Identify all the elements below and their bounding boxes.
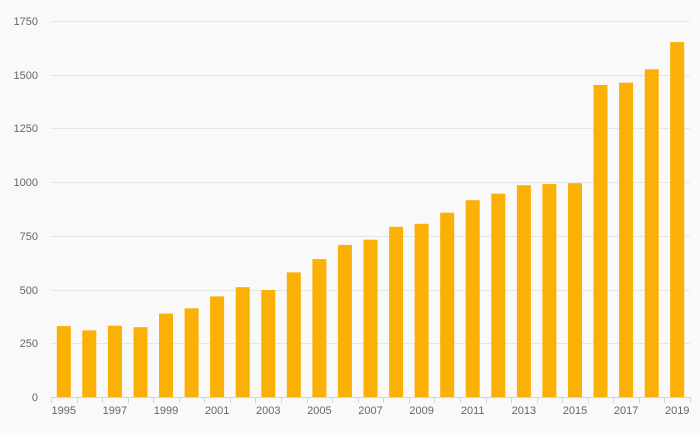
x-axis-tick-label: 2009: [409, 405, 433, 417]
x-axis-tick-label: 2019: [665, 405, 689, 417]
bar-1996[interactable]: [82, 330, 97, 397]
x-axis-tick-label: 2007: [358, 405, 382, 417]
bar-2013[interactable]: [516, 185, 531, 397]
x-axis-tick-label: 2003: [256, 405, 280, 417]
bar-2018[interactable]: [644, 69, 659, 398]
y-axis-tick-label: 1250: [14, 123, 38, 135]
bar-1995[interactable]: [56, 326, 71, 397]
bar-2006[interactable]: [337, 244, 352, 397]
bar-2001[interactable]: [210, 296, 225, 397]
x-axis-tick-label: 2015: [563, 405, 587, 417]
x-axis-tick-label: 2011: [461, 405, 485, 417]
x-axis-group: [50, 397, 691, 403]
bar-2003[interactable]: [261, 290, 276, 397]
x-axis-tick-label: 2005: [307, 405, 331, 417]
bar-2005[interactable]: [312, 259, 327, 397]
y-axis-tick-label: 750: [20, 231, 38, 243]
bar-2015[interactable]: [568, 183, 582, 397]
y-axis-tick-label: 250: [20, 338, 38, 350]
y-axis-tick-label: 500: [20, 285, 38, 297]
bar-2010[interactable]: [440, 212, 455, 397]
bar-2016[interactable]: [593, 85, 608, 397]
bar-1999[interactable]: [159, 313, 173, 397]
bar-2004[interactable]: [286, 272, 301, 397]
y-axis-tick-label: 1000: [14, 177, 38, 189]
x-axis-tick-label: 1999: [154, 405, 178, 417]
bar-2011[interactable]: [465, 200, 480, 397]
bar-2017[interactable]: [619, 82, 634, 397]
x-axis-tick-label: 2013: [512, 405, 536, 417]
y-axis-tick-label: 1750: [14, 16, 38, 28]
x-axis-tick-label: 1995: [52, 405, 76, 417]
y-axis-tick-label: 0: [32, 392, 38, 404]
bar-2007[interactable]: [363, 239, 378, 397]
bar-2008[interactable]: [389, 226, 404, 397]
bar-1997[interactable]: [107, 325, 122, 397]
bar-2014[interactable]: [542, 184, 557, 397]
bar-2009[interactable]: [414, 223, 429, 397]
x-axis-tick-label: 2017: [614, 405, 638, 417]
x-axis-tick-label: 1997: [103, 405, 127, 417]
y-axis-labels-group: 0 250 500 750 1000 1250 1500 1750: [14, 16, 38, 404]
bar-2002[interactable]: [235, 287, 250, 397]
x-axis-labels-group: 1995 1997 1999 2001 2003 2005 2007 2009 2011 2013…: [52, 405, 690, 417]
bar-2012[interactable]: [491, 193, 506, 397]
bars-group: [56, 42, 685, 398]
bar-2019[interactable]: [670, 42, 685, 397]
bar-1998[interactable]: [133, 327, 148, 397]
bar-2000[interactable]: [184, 308, 199, 397]
y-axis-tick-label: 1500: [14, 70, 38, 82]
x-axis-tick-label: 2001: [205, 405, 229, 417]
